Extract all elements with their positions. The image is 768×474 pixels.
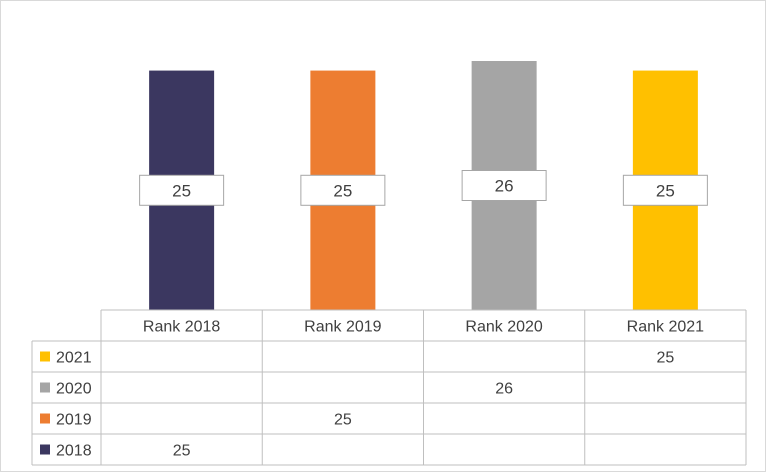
table-header-0: Rank 2018 (143, 319, 220, 336)
legend-label-2019: 2019 (56, 412, 92, 429)
data-label-2020: 26 (495, 177, 514, 196)
legend-label-2021: 2021 (56, 350, 92, 367)
table-cell-2021: 25 (656, 350, 674, 367)
data-label-box-2019 (300, 174, 386, 206)
data-label-2021: 25 (656, 181, 675, 200)
table-cell-2019: 25 (334, 412, 352, 429)
data-label-box-2021 (622, 174, 708, 206)
legend-swatch-2018 (40, 444, 50, 455)
table-cell-2020: 26 (495, 381, 513, 398)
legend-swatch-2019 (40, 413, 50, 424)
data-label-box-2018 (139, 174, 225, 206)
data-label-2019: 25 (333, 181, 352, 200)
table-cell-2018: 25 (173, 443, 191, 460)
legend-label-2018: 2018 (56, 443, 92, 460)
legend-swatch-2020 (40, 382, 50, 393)
legend-label-2020: 2020 (56, 381, 92, 398)
data-label-box-2020 (461, 170, 547, 201)
data-label-2018: 25 (172, 181, 191, 200)
table-header-2: Rank 2020 (465, 319, 542, 336)
legend-swatch-2021 (40, 351, 50, 362)
table-header-3: Rank 2021 (627, 319, 704, 336)
table-header-1: Rank 2019 (304, 319, 381, 336)
